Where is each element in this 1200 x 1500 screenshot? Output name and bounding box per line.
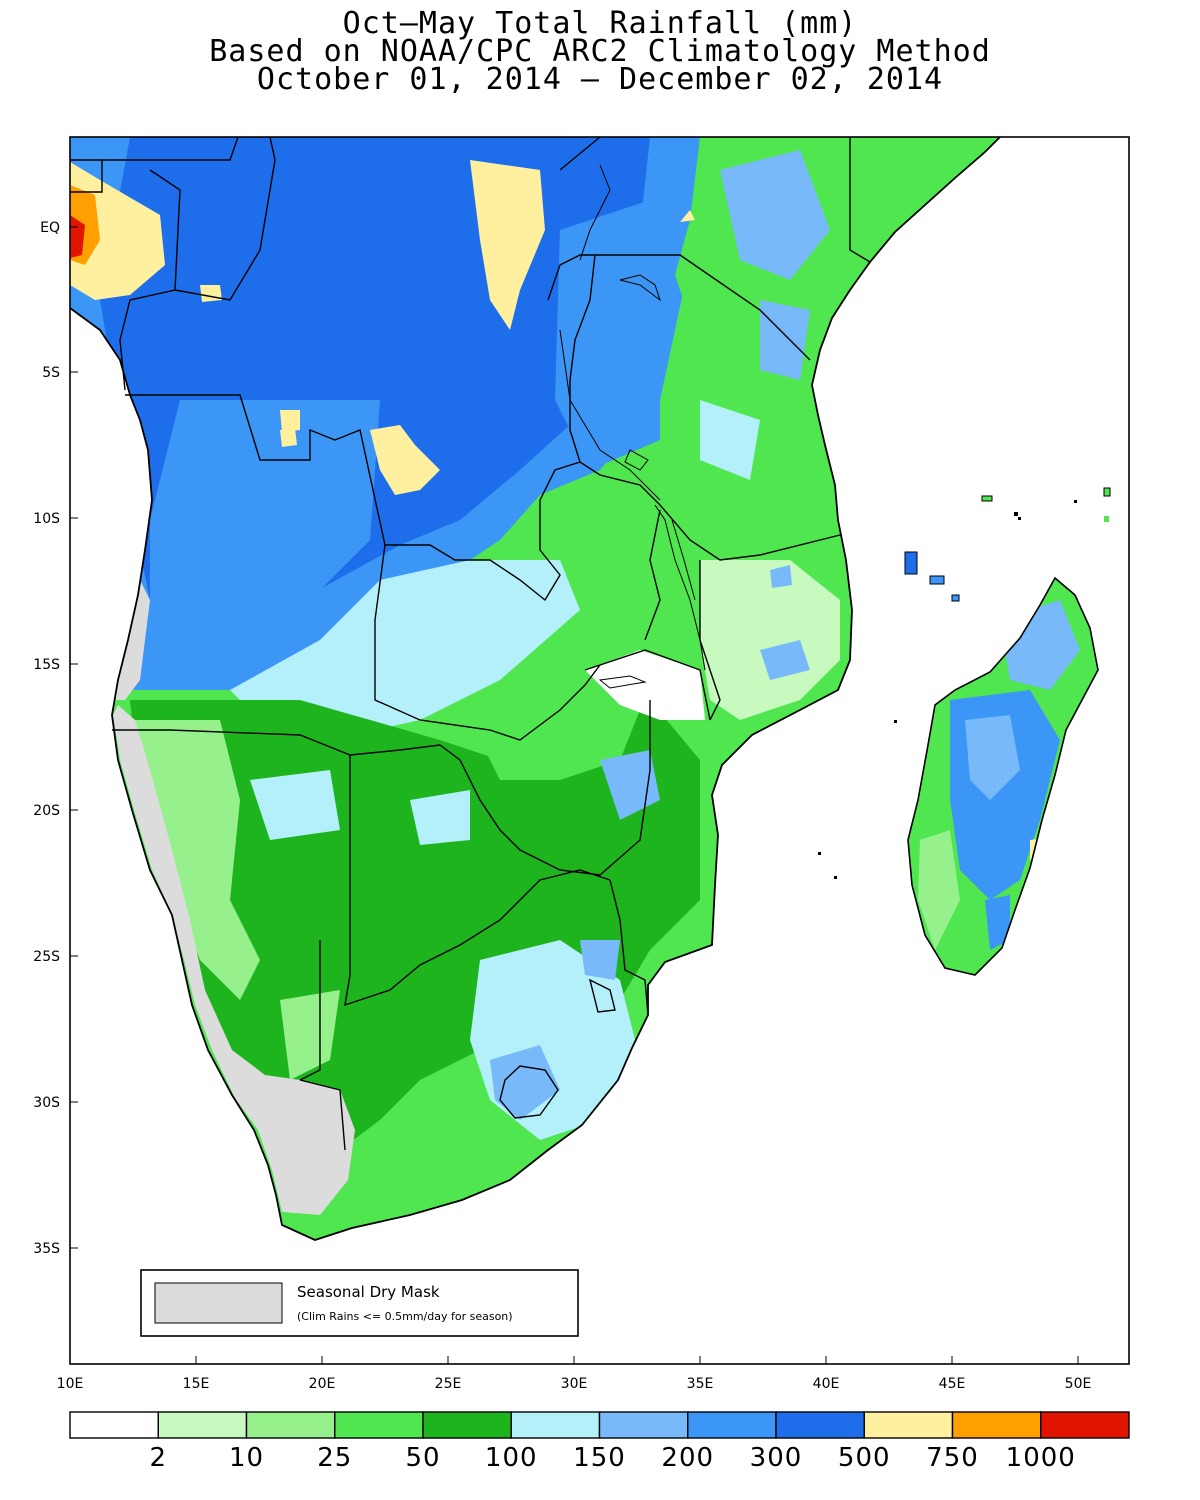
madagascar-coastline (907, 576, 1099, 976)
lat-axis: EQ 5S 10S 15S 20S 25S 30S 35S (33, 220, 78, 1257)
colorbar-segment (69, 1411, 159, 1439)
colorbar-segment (510, 1411, 601, 1439)
colorbar-segment (687, 1411, 777, 1439)
lat-label-25s: 25S (33, 949, 60, 965)
lon-label-40e: 40E (813, 1376, 840, 1392)
lon-label-50e: 50E (1065, 1376, 1092, 1392)
colorbar-segment (1040, 1411, 1130, 1439)
lon-label-35e: 35E (687, 1376, 714, 1392)
colorbar-segment (157, 1411, 248, 1439)
lon-label-25e: 25E (435, 1376, 462, 1392)
lat-label-35s: 35S (33, 1241, 60, 1257)
lat-label-20s: 20S (33, 803, 60, 819)
map-frame (69, 136, 1130, 1365)
lat-label-eq: EQ (40, 220, 60, 236)
lon-axis: 10E 15E 20E 25E 30E 35E 40E 45E 50E (57, 1356, 1092, 1392)
colorbar-label: 50 (405, 1443, 440, 1473)
colorbar-segment (245, 1411, 336, 1439)
lat-label-30s: 30S (33, 1095, 60, 1111)
colorbar-segment (951, 1411, 1042, 1439)
colorbar-label: 10 (229, 1443, 264, 1473)
lat-label-5s: 5S (42, 365, 60, 381)
colorbar-label: 500 (838, 1443, 891, 1473)
lon-label-45e: 45E (939, 1376, 966, 1392)
lon-label-30e: 30E (561, 1376, 588, 1392)
lakes (598, 274, 706, 689)
map-title-line2: Based on NOAA/CPC ARC2 Climatology Metho… (209, 34, 991, 69)
dry-mask-note: (Clim Rains <= 0.5mm/day for season) (297, 1310, 513, 1323)
dry-mask-legend: Seasonal Dry Mask (Clim Rains <= 0.5mm/d… (140, 1269, 579, 1337)
lon-label-10e: 10E (57, 1376, 84, 1392)
colorbar-segment (775, 1411, 865, 1439)
lon-label-15e: 15E (183, 1376, 210, 1392)
colorbar-label: 25 (317, 1443, 352, 1473)
coastline (69, 136, 1001, 1241)
colorbar-label: 2 (149, 1443, 167, 1473)
lat-label-15s: 15S (33, 657, 60, 673)
colorbar-label: 750 (926, 1443, 979, 1473)
dry-mask-swatch (154, 1282, 283, 1324)
colorbar-segment (422, 1411, 512, 1439)
colorbar-label: 1000 (1006, 1443, 1076, 1473)
colorbar-label: 300 (750, 1443, 803, 1473)
colorbar: 2 10 25 50 100 150 200 300 500 750 1000 (69, 1411, 1130, 1473)
map-title-line1: Oct–May Total Rainfall (mm) (342, 6, 858, 41)
colorbar-segment (598, 1411, 689, 1439)
colorbar-label: 100 (485, 1443, 538, 1473)
dry-mask-label: Seasonal Dry Mask (297, 1283, 440, 1301)
colorbar-label: 150 (573, 1443, 626, 1473)
islands (818, 487, 1111, 879)
colorbar-segment (863, 1411, 954, 1439)
country-borders (70, 136, 871, 1151)
mainland-rainfall (70, 137, 1000, 1240)
map-title-line3: October 01, 2014 – December 02, 2014 (256, 62, 944, 97)
colorbar-label: 200 (661, 1443, 714, 1473)
lat-label-10s: 10S (33, 511, 60, 527)
lon-label-20e: 20E (309, 1376, 336, 1392)
colorbar-segment (334, 1411, 424, 1439)
